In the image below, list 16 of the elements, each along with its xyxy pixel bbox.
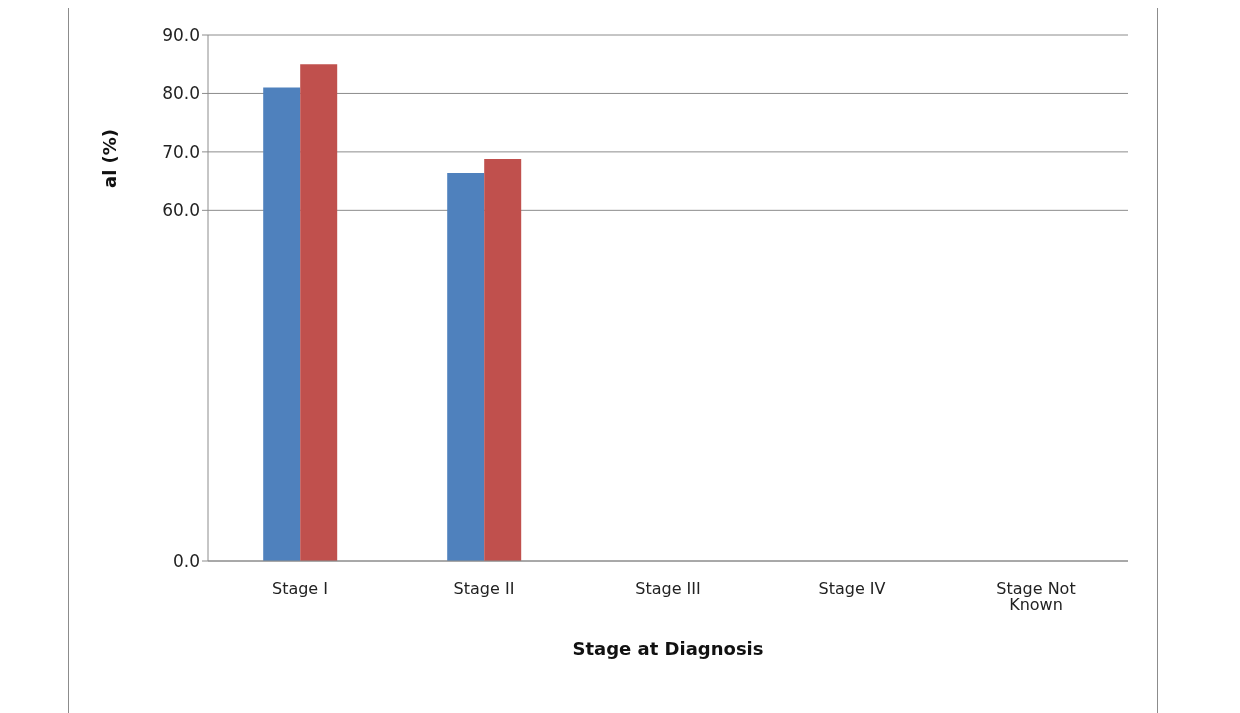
- y-tick-label: 0.0: [172, 551, 200, 572]
- x-tick-label: Stage III: [635, 579, 701, 599]
- bar: [263, 87, 301, 561]
- x-tick-label: Stage Not Known: [996, 579, 1076, 615]
- y-tick-label: 90.0: [162, 25, 200, 46]
- y-tick-label: 60.0: [162, 200, 200, 221]
- bar: [300, 64, 338, 561]
- bar: [447, 172, 485, 561]
- y-axis-title: al (%): [99, 128, 121, 188]
- y-tick-label: 70.0: [162, 141, 200, 162]
- bar: [484, 158, 522, 561]
- x-tick-label: Stage IV: [818, 579, 886, 599]
- y-tick-label: 80.0: [162, 83, 200, 104]
- x-axis-title: Stage at Diagnosis: [572, 638, 764, 659]
- x-tick-label: Stage II: [453, 579, 515, 599]
- x-tick-label: Stage I: [271, 579, 329, 599]
